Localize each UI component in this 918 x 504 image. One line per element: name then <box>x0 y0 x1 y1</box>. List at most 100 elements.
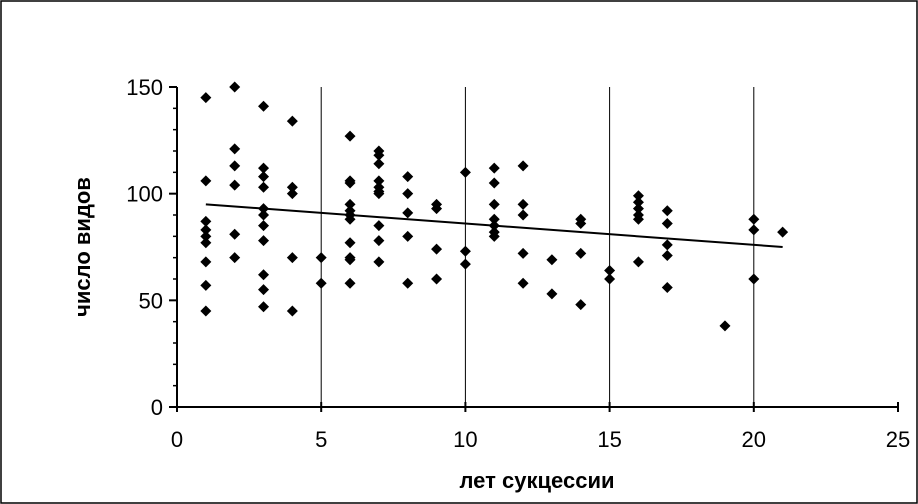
data-point <box>344 198 356 210</box>
data-point <box>402 207 414 219</box>
data-point <box>229 228 241 240</box>
data-point <box>200 279 212 291</box>
data-point <box>373 149 385 161</box>
data-point <box>661 218 673 230</box>
data-point <box>229 81 241 93</box>
data-point <box>229 160 241 172</box>
data-point <box>748 273 760 285</box>
data-point <box>200 215 212 227</box>
data-point <box>488 162 500 174</box>
data-point <box>200 230 212 242</box>
data-point <box>517 160 529 172</box>
data-point <box>258 220 270 232</box>
data-point <box>661 250 673 262</box>
data-point <box>632 203 644 215</box>
data-point <box>229 252 241 264</box>
data-point <box>402 171 414 183</box>
data-point <box>344 213 356 225</box>
data-point <box>258 162 270 174</box>
data-point <box>286 115 298 127</box>
data-point <box>258 100 270 112</box>
data-point <box>200 92 212 104</box>
data-point <box>719 320 731 332</box>
data-point <box>661 282 673 294</box>
data-point <box>632 213 644 225</box>
x-tick-label: 15 <box>597 427 621 452</box>
data-point <box>402 277 414 289</box>
data-point <box>286 305 298 317</box>
data-point <box>459 258 471 270</box>
data-point <box>258 269 270 281</box>
data-point <box>200 256 212 268</box>
data-point <box>604 264 616 276</box>
data-point <box>632 256 644 268</box>
data-point <box>575 299 587 311</box>
data-point <box>200 224 212 236</box>
data-point <box>286 181 298 193</box>
data-point <box>632 196 644 208</box>
data-point <box>661 205 673 217</box>
data-point <box>748 224 760 236</box>
data-point <box>488 213 500 225</box>
data-point <box>315 252 327 264</box>
data-point <box>229 143 241 155</box>
data-point <box>488 177 500 189</box>
x-axis-label: лет сукцессии <box>460 468 615 493</box>
y-tick-label: 150 <box>126 75 163 100</box>
data-point <box>575 218 587 230</box>
data-point <box>373 235 385 247</box>
data-point <box>200 237 212 249</box>
data-point <box>431 203 443 215</box>
data-point <box>373 220 385 232</box>
data-point <box>661 239 673 251</box>
y-axis-label: число видов <box>70 177 95 317</box>
x-tick-label: 5 <box>315 427 327 452</box>
data-point <box>546 288 558 300</box>
data-point <box>373 175 385 187</box>
data-point <box>344 277 356 289</box>
data-point <box>748 213 760 225</box>
data-point <box>517 247 529 259</box>
data-point <box>200 175 212 187</box>
data-point <box>459 245 471 257</box>
data-point <box>402 230 414 242</box>
data-point <box>286 252 298 264</box>
data-point <box>286 188 298 200</box>
x-tick-label: 25 <box>886 427 910 452</box>
data-point <box>315 277 327 289</box>
data-point <box>258 209 270 221</box>
data-point <box>258 301 270 313</box>
x-tick-label: 10 <box>453 427 477 452</box>
data-point <box>632 190 644 202</box>
data-point <box>402 188 414 200</box>
data-point <box>373 158 385 170</box>
data-point <box>344 237 356 249</box>
data-point <box>373 188 385 200</box>
data-point <box>373 256 385 268</box>
data-point <box>229 179 241 191</box>
data-point <box>258 181 270 193</box>
data-point <box>344 130 356 142</box>
data-point <box>517 277 529 289</box>
data-point <box>431 243 443 255</box>
data-point <box>575 247 587 259</box>
y-tick-label: 0 <box>151 395 163 420</box>
data-point <box>258 284 270 296</box>
data-point <box>517 209 529 221</box>
data-point <box>488 230 500 242</box>
data-point <box>258 235 270 247</box>
data-point <box>459 166 471 178</box>
x-tick-label: 0 <box>171 427 183 452</box>
trendline <box>205 203 783 248</box>
x-tick-label: 20 <box>742 427 766 452</box>
data-point <box>777 226 789 238</box>
data-point <box>546 254 558 266</box>
y-tick-label: 50 <box>139 288 163 313</box>
y-tick-label: 100 <box>126 182 163 207</box>
data-point <box>344 177 356 189</box>
data-point <box>258 171 270 183</box>
data-point <box>200 305 212 317</box>
data-point <box>431 273 443 285</box>
